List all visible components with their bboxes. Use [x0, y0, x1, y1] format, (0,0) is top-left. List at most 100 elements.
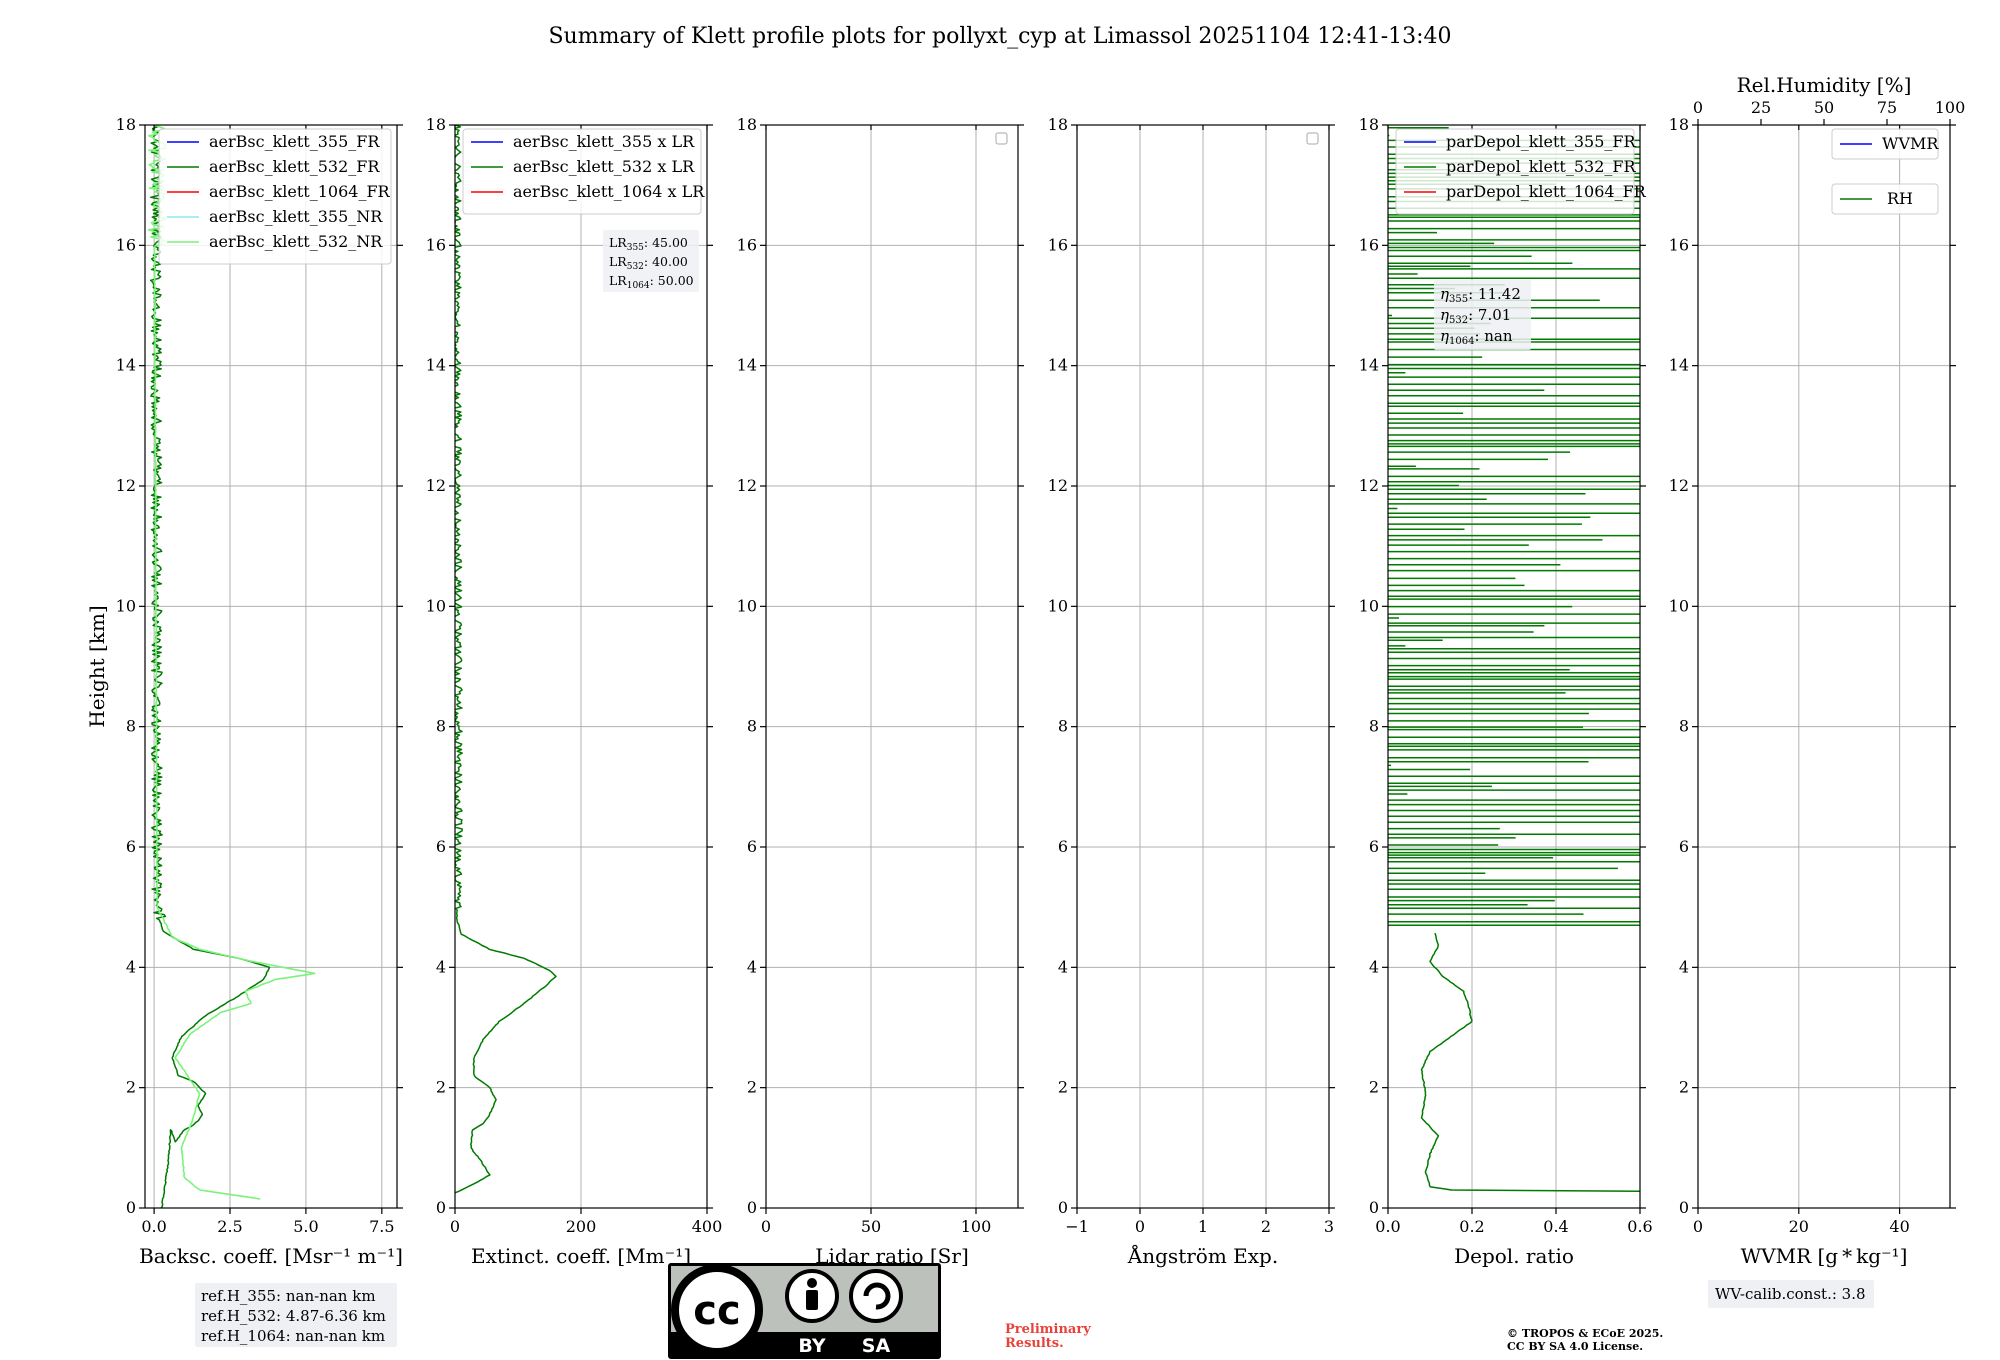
y-tick-label: 0 [1369, 1198, 1379, 1217]
x-tick-label: 1 [1198, 1217, 1208, 1236]
x-tick-label: 0.0 [141, 1217, 166, 1236]
top-tick-label: 100 [1935, 98, 1966, 117]
x-tick-label: 0 [450, 1217, 460, 1236]
preliminary-note: Preliminary [1005, 1322, 1091, 1337]
lr-box [603, 230, 699, 292]
top-axis-label: Rel.Humidity [%] [1737, 73, 1912, 97]
y-tick-label: 0 [126, 1198, 136, 1217]
y-tick-label: 12 [1359, 476, 1379, 495]
y-tick-label: 6 [1369, 837, 1379, 856]
y-tick-label: 12 [1048, 476, 1068, 495]
sa-label: SA [862, 1335, 891, 1357]
data-layer [147, 125, 316, 1208]
y-tick-label: 2 [1679, 1078, 1689, 1097]
series-line-aerBsc_klett_532_FR [149, 125, 271, 1208]
x-tick-label: 2.5 [217, 1217, 242, 1236]
empty-legend-box [995, 132, 1008, 145]
y-tick-label: 2 [1369, 1078, 1379, 1097]
y-tick-label: 4 [1058, 957, 1068, 976]
y-tick-label: 16 [1669, 235, 1689, 254]
y-tick-label: 2 [436, 1078, 446, 1097]
x-axis-label: WVMR [g * kg⁻¹] [1741, 1244, 1908, 1268]
y-tick-label: 0 [436, 1198, 446, 1217]
legend-label: parDepol_klett_355_FR [1446, 132, 1637, 151]
panel-wv: 0 20 40 0 2 4 6 8 10 12 14 16 18 WVMR [g * kg⁻¹] 0 25 50… [1669, 73, 1966, 1308]
y-tick-label: 6 [1679, 837, 1689, 856]
copyright-note: © TROPOS & ECoE 2025. [1507, 1327, 1663, 1340]
x-axis-label: Backsc. coeff. [Msr⁻¹ m⁻¹] [139, 1244, 403, 1268]
axes-frame [1697, 124, 1951, 1209]
legend-label: aerBsc_klett_1064_FR [209, 182, 391, 201]
y-axis-label: Height [km] [85, 605, 109, 727]
y-tick-label: 12 [426, 476, 446, 495]
legend-label: parDepol_klett_532_FR [1446, 157, 1637, 176]
y-tick-label: 14 [426, 356, 446, 375]
x-tick-label: 7.5 [369, 1217, 394, 1236]
ref-height-line: ref.H_532: 4.87-6.36 km [201, 1307, 386, 1325]
empty-legend-box [1306, 132, 1319, 145]
x-tick-label: 5.0 [293, 1217, 318, 1236]
y-tick-label: 8 [1679, 717, 1689, 736]
y-tick-label: 2 [747, 1078, 757, 1097]
eta-value: η355: 11.42 [1440, 285, 1521, 305]
preliminary-note: Results. [1005, 1336, 1064, 1351]
x-tick-label: 0.6 [1627, 1217, 1652, 1236]
y-tick-label: 10 [116, 596, 136, 615]
by-label: BY [798, 1335, 825, 1357]
cc-label: cc [693, 1288, 740, 1334]
y-tick-label: 18 [1669, 115, 1689, 134]
axes-frame [1387, 124, 1641, 1209]
x-tick-label: 200 [566, 1217, 597, 1236]
y-tick-label: 16 [1359, 235, 1379, 254]
y-tick-label: 10 [1048, 596, 1068, 615]
wv-calib-const: WV-calib.const.: 3.8 [1715, 1285, 1866, 1303]
y-tick-label: 4 [436, 957, 446, 976]
y-tick-label: 2 [1058, 1078, 1068, 1097]
x-tick-label: 0 [1135, 1217, 1145, 1236]
y-tick-label: 18 [116, 115, 136, 134]
y-tick-label: 12 [1669, 476, 1689, 495]
y-tick-label: 18 [1048, 115, 1068, 134]
x-tick-label: 40 [1889, 1217, 1909, 1236]
share-alike-arrow [863, 1282, 891, 1310]
legend-box [462, 128, 702, 215]
y-tick-label: 10 [737, 596, 757, 615]
person-icon-head [807, 1278, 817, 1288]
y-tick-label: 6 [126, 837, 136, 856]
y-tick-label: 14 [116, 356, 136, 375]
eta-box [1434, 280, 1531, 350]
legend-box [158, 128, 392, 265]
share-alike-icon [849, 1269, 903, 1323]
legend-label: aerBsc_klett_355 x LR [513, 132, 695, 151]
legend-label: parDepol_klett_1064_FR [1446, 182, 1647, 201]
panel-ext: 0 200 400 0 2 4 6 8 10 12 14 16 18 Extinct. coeff. [M… [426, 115, 723, 1268]
y-tick-label: 4 [1679, 957, 1689, 976]
y-tick-label: 10 [1359, 596, 1379, 615]
y-tick-label: 6 [436, 837, 446, 856]
lr-value: LR355: 45.00 [609, 235, 688, 253]
y-tick-label: 0 [1679, 1198, 1689, 1217]
y-tick-label: 8 [1369, 717, 1379, 736]
lr-value: LR532: 40.00 [609, 254, 688, 272]
legend-box [1395, 128, 1635, 215]
x-tick-label: −1 [1065, 1217, 1089, 1236]
x-axis-label: Extinct. coeff. [Mm⁻¹] [471, 1244, 691, 1268]
x-tick-label: 0.4 [1543, 1217, 1568, 1236]
legend-label: aerBsc_klett_1064 x LR [513, 182, 705, 201]
top-tick-label: 0 [1693, 98, 1703, 117]
y-tick-label: 0 [1058, 1198, 1068, 1217]
y-tick-label: 18 [737, 115, 757, 134]
y-tick-label: 10 [426, 596, 446, 615]
y-tick-label: 18 [426, 115, 446, 134]
person-icon-body [806, 1290, 818, 1310]
x-tick-label: 50 [861, 1217, 881, 1236]
y-tick-label: 16 [1048, 235, 1068, 254]
eta-value: η532: 7.01 [1440, 306, 1511, 326]
top-tick-label: 75 [1877, 98, 1897, 117]
legend-label: aerBsc_klett_355_NR [209, 207, 383, 226]
y-tick-label: 8 [747, 717, 757, 736]
